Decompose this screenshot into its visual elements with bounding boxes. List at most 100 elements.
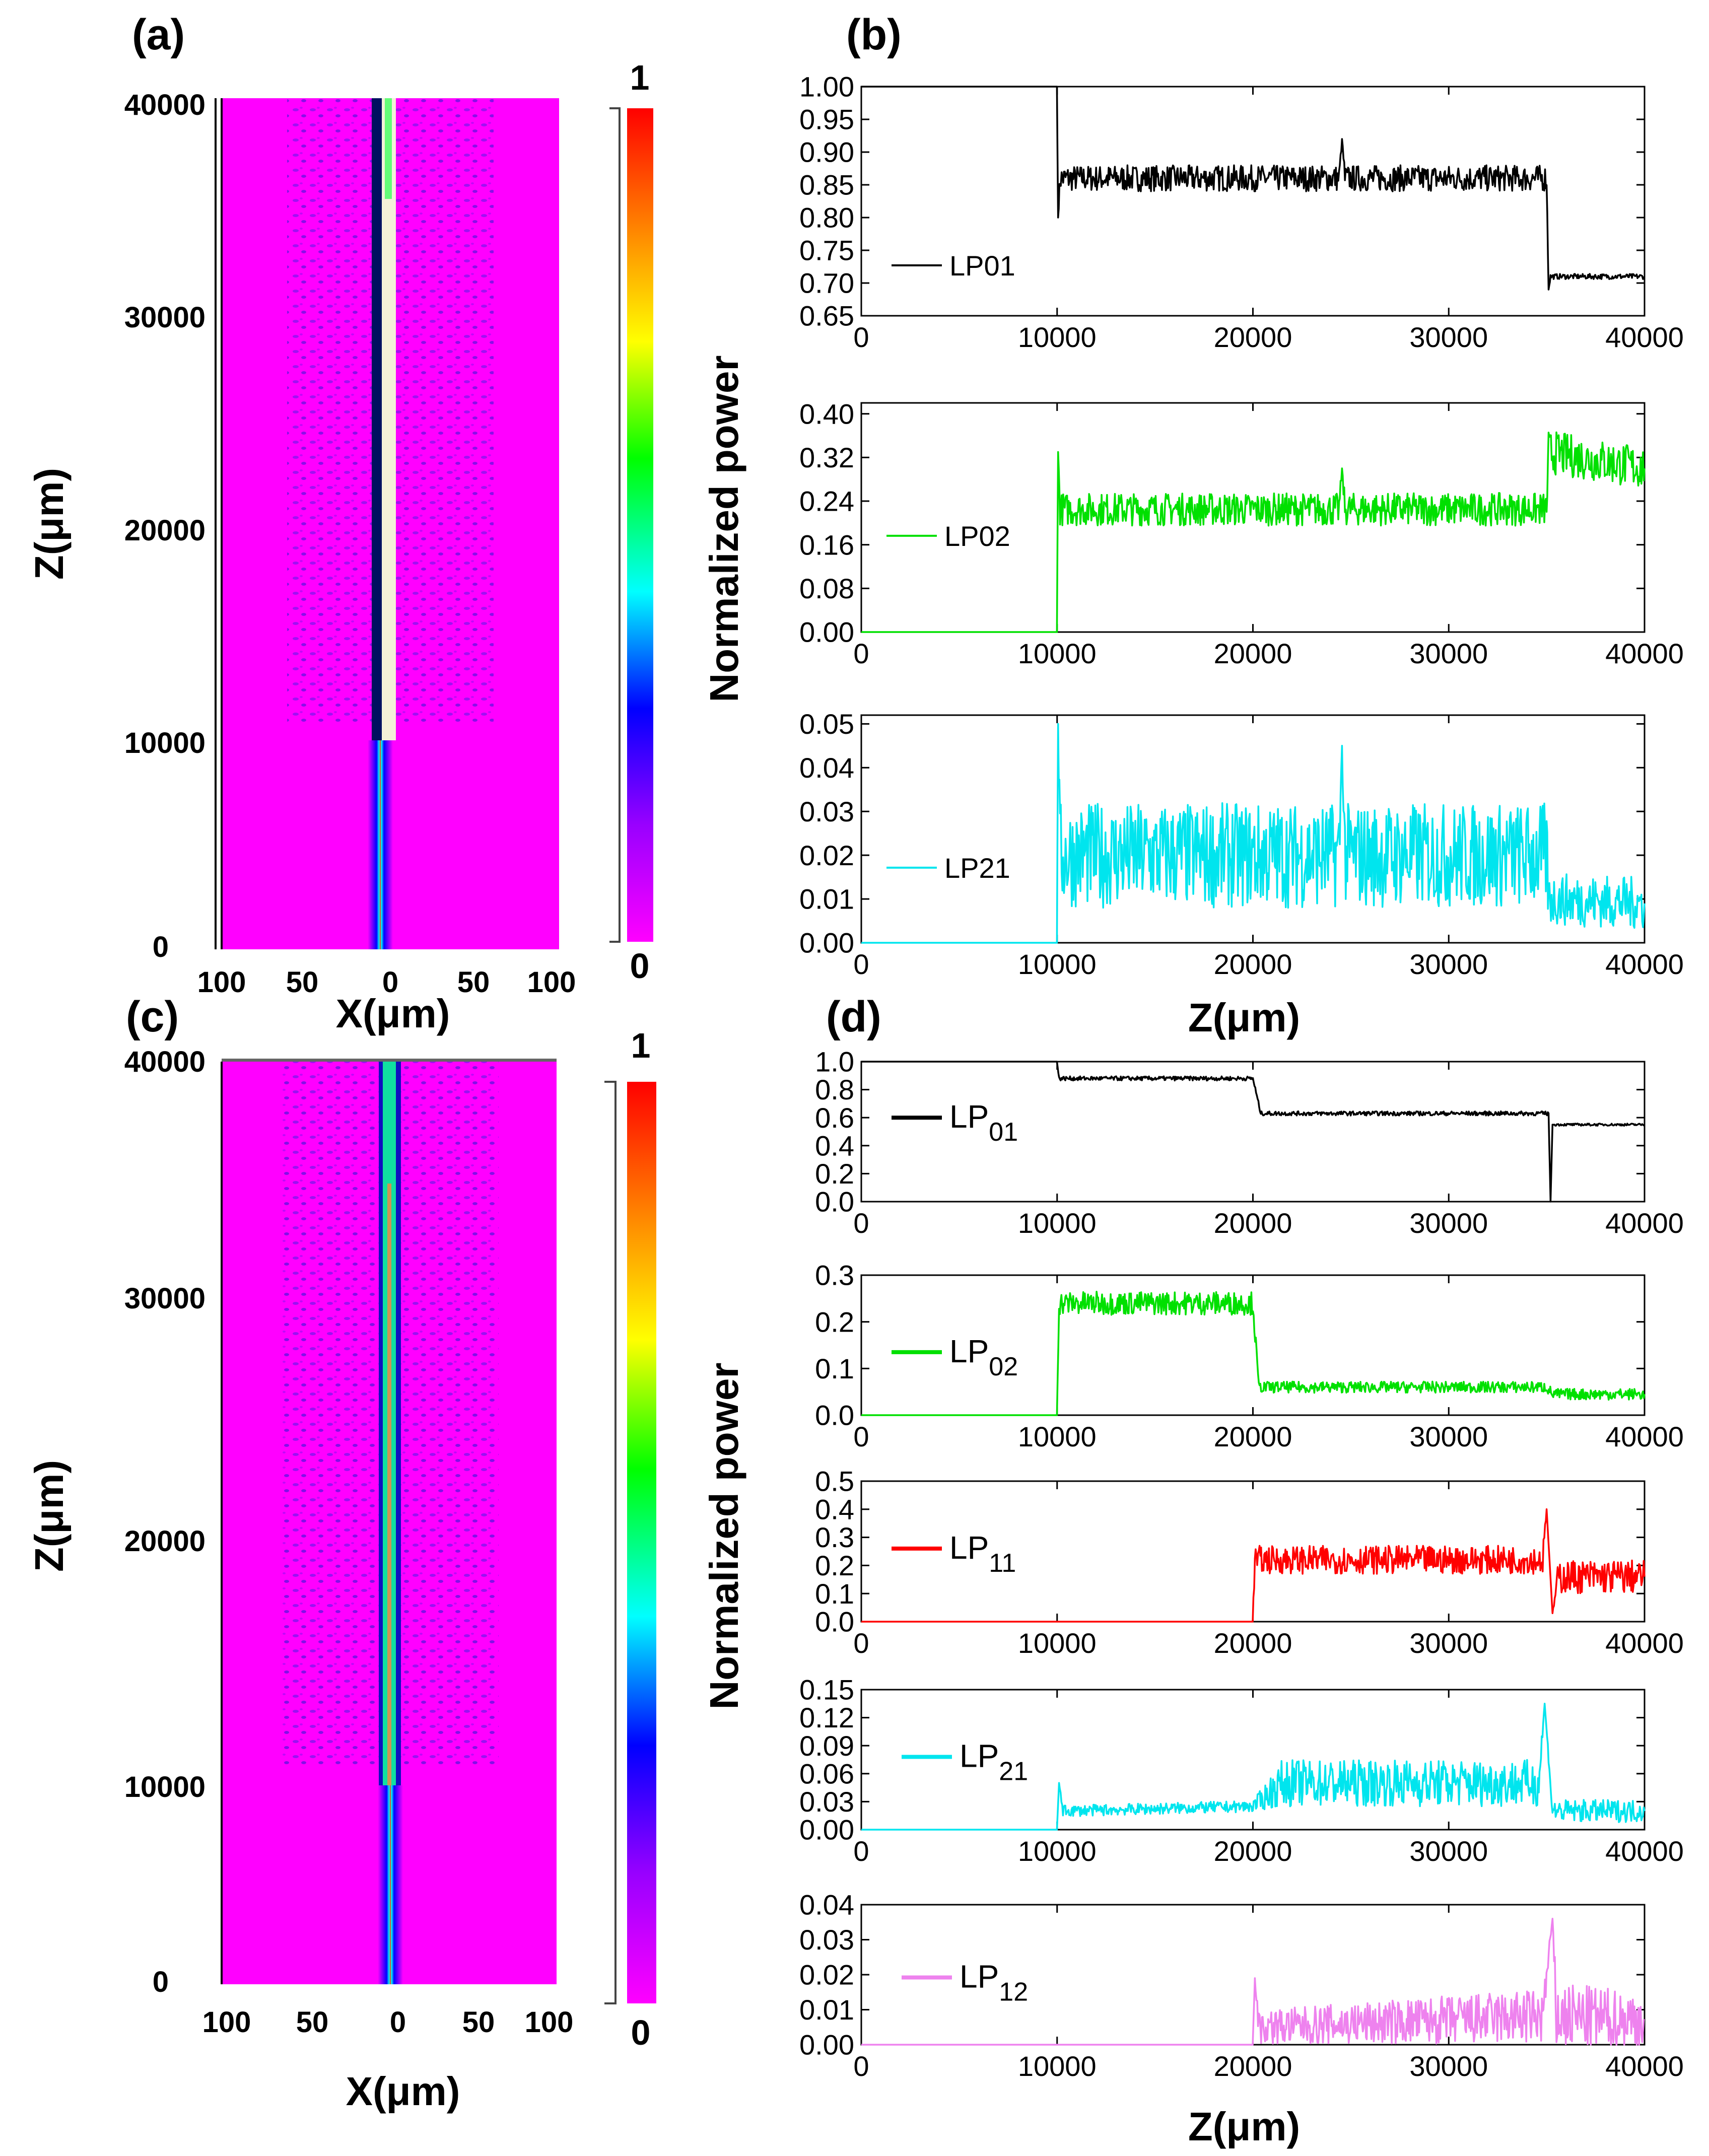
plot-b-lp02: 0.00 0.08 0.16 0.24 0.32 0.40 0 10000 20000 30000…: [799, 398, 1684, 669]
y-tick-label: 0.2: [815, 1550, 854, 1581]
series-line: [861, 431, 1646, 633]
x-tick-label: 30000: [1409, 321, 1488, 353]
x-tick-label: 10000: [1018, 1421, 1097, 1452]
series-line: [861, 1508, 1646, 1623]
x-tick-label: 40000: [1605, 1627, 1684, 1659]
heatmap-c-ytick: 20000: [124, 1525, 206, 1558]
x-tick-label: 0: [853, 2050, 869, 2082]
panel-d-label: (d): [826, 993, 881, 1041]
heatmap-c-xtick: 100: [202, 2006, 251, 2039]
x-tick-label: 10000: [1018, 1835, 1097, 1867]
y-tick-label: 0.90: [799, 136, 854, 168]
heatmap-c-xtick: 0: [390, 2006, 406, 2039]
x-tick-label: 10000: [1018, 1207, 1097, 1239]
heatmap-a-xtick: 0: [382, 966, 398, 999]
panel-b-xlabel: Z(μm): [1188, 995, 1300, 1040]
x-tick-label: 40000: [1605, 1421, 1684, 1452]
y-tick-label: 0.0: [815, 1606, 854, 1638]
panel-a-label: (a): [132, 11, 185, 59]
y-tick-label: 0.6: [815, 1102, 854, 1134]
x-tick-label: 10000: [1018, 638, 1097, 669]
x-tick-label: 20000: [1214, 1835, 1292, 1867]
x-tick-label: 30000: [1409, 1421, 1488, 1452]
plot-frame: [860, 402, 1646, 633]
panel-c-label: (c): [126, 993, 179, 1041]
heatmap-a-xtick: 50: [457, 966, 490, 999]
y-tick-label: 0.08: [799, 573, 854, 604]
x-tick-label: 30000: [1409, 1835, 1488, 1867]
x-tick-label: 20000: [1214, 638, 1292, 669]
heatmap-c-ytick: 0: [153, 1966, 169, 1998]
heatmap-a-xlabel: X(μm): [336, 991, 450, 1036]
heatmap-c-ytick: 10000: [124, 1771, 206, 1803]
colorbar-c-min: 0: [631, 2013, 651, 2052]
x-tick-label: 30000: [1409, 1627, 1488, 1659]
y-tick-label: 0.04: [799, 1889, 854, 1921]
colorbar-a: 1 0: [609, 58, 653, 986]
series-line: [861, 1918, 1645, 2046]
x-tick-label: 10000: [1018, 948, 1097, 980]
x-tick-label: 40000: [1605, 1207, 1684, 1239]
x-tick-label: 40000: [1605, 638, 1684, 669]
heatmap-a: [221, 98, 559, 949]
y-tick-label: 0.09: [799, 1730, 854, 1762]
y-tick-label: 0.03: [799, 796, 854, 827]
y-tick-label: 0.00: [799, 927, 854, 959]
y-tick-label: 0.03: [799, 1786, 854, 1818]
heatmap-c-core-lower: [378, 1785, 403, 1984]
y-tick-label: 0.1: [815, 1353, 854, 1384]
y-tick-label: 0.8: [815, 1074, 854, 1105]
x-tick-label: 40000: [1605, 948, 1684, 980]
colorbar-a-max: 1: [630, 58, 650, 97]
colorbar-c-bracket: [604, 1081, 617, 2004]
heatmap-a-ytick: 30000: [124, 301, 206, 334]
y-tick-label: 0.00: [799, 2029, 854, 2061]
panel-d-ylabel: Normalized power: [702, 1362, 746, 1709]
x-tick-label: 10000: [1018, 1627, 1097, 1659]
colorbar-a-bracket: [609, 107, 621, 943]
x-tick-label: 10000: [1018, 321, 1097, 353]
colorbar-c-gradient: [627, 1082, 656, 2003]
y-tick-label: 0.24: [799, 485, 854, 517]
line-plots: 0.650.700.750.800.850.900.951.000 10000 20…: [799, 71, 1684, 2082]
x-tick-label: 0: [853, 1421, 869, 1452]
panel-b-label: (b): [846, 11, 902, 59]
x-tick-label: 40000: [1605, 2050, 1684, 2082]
heatmap-c-xlabel: X(μm): [346, 2069, 460, 2114]
x-tick-label: 20000: [1214, 1207, 1292, 1239]
y-tick-label: 1.0: [815, 1046, 854, 1078]
legend-subscript: 21: [999, 1757, 1028, 1786]
x-tick-label: 0: [853, 1835, 869, 1867]
plot-b-lp01: 0.650.700.750.800.850.900.951.00 0 10000 20…: [799, 71, 1684, 353]
heatmap-a-xticks: 100 50 0 50 100: [197, 966, 576, 999]
y-tick-label: 0.04: [799, 752, 854, 784]
heatmap-a-ytick: 10000: [124, 727, 206, 759]
heatmap-a-yticks: 0 10000 20000 30000 40000: [124, 89, 206, 963]
heatmap-c-xtick: 100: [525, 2006, 574, 2039]
x-tick-label: 20000: [1214, 2050, 1292, 2082]
x-tick-label: 20000: [1214, 948, 1292, 980]
x-tick-label: 0: [853, 948, 869, 980]
heatmap-c-yticks: 0 10000 20000 30000 40000: [124, 1046, 206, 1998]
series-line: [861, 86, 1646, 291]
x-tick-label: 20000: [1214, 1421, 1292, 1452]
y-tick-label: 0.1: [815, 1578, 854, 1610]
heatmap-c-xticks: 100 50 0 50 100: [202, 2006, 574, 2039]
x-tick-label: 0: [853, 321, 869, 353]
heatmap-a-ylabel: Z(μm): [27, 468, 72, 580]
y-tick-label: 0.06: [799, 1758, 854, 1789]
colorbar-a-gradient: [627, 108, 653, 942]
heatmap-a-core-bright: [382, 98, 396, 740]
series-line: [861, 1290, 1646, 1416]
colorbar-a-min: 0: [630, 946, 650, 986]
y-tick-label: 0.70: [799, 267, 854, 299]
heatmap-c-core-center: [387, 1184, 391, 1785]
y-tick-label: 0.5: [815, 1466, 854, 1497]
heatmap-c-xtick: 50: [462, 2006, 495, 2039]
y-tick-label: 0.4: [815, 1493, 854, 1525]
y-tick-label: 0.85: [799, 169, 854, 201]
y-tick-label: 0.0: [815, 1400, 854, 1431]
y-tick-label: 0.75: [799, 235, 854, 266]
